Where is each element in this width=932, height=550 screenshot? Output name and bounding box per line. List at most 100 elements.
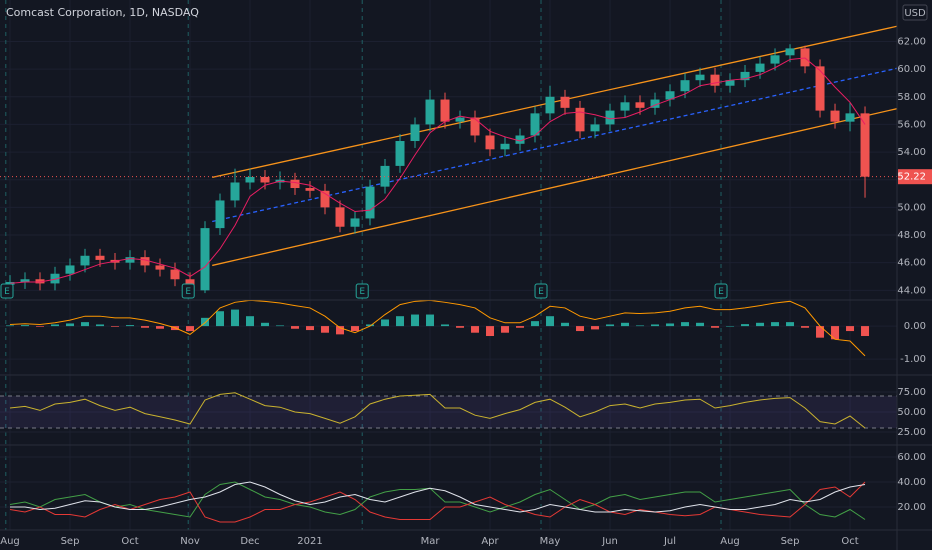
histogram-bar — [591, 326, 600, 330]
histogram-bar — [861, 326, 870, 337]
histogram-bar — [666, 323, 675, 327]
candle-body — [410, 124, 420, 142]
histogram-bar — [441, 324, 450, 327]
y-tick-label: 58.00 — [897, 92, 926, 103]
candle-body — [770, 55, 780, 64]
candle-body — [695, 74, 705, 81]
candle-body — [680, 80, 690, 92]
candle-body — [455, 117, 465, 122]
y-tick-label: 54.00 — [897, 147, 926, 158]
histogram-bar — [246, 316, 255, 327]
histogram-bar — [621, 322, 630, 327]
channel-line — [212, 25, 897, 179]
price-pane — [0, 25, 897, 298]
earnings-badge — [714, 283, 728, 299]
candle-body — [425, 99, 435, 125]
indicator-line — [9, 299, 866, 357]
candle-body — [635, 102, 645, 108]
candle-body — [95, 255, 105, 260]
candle-body — [440, 99, 450, 122]
candle-body — [65, 265, 75, 274]
histogram-bar — [651, 324, 660, 327]
candle-body — [350, 218, 360, 227]
histogram-bar — [726, 326, 735, 327]
indicator-line — [9, 392, 866, 429]
x-tick-label: Aug — [720, 536, 740, 547]
candle-body — [860, 113, 870, 177]
histogram-bar — [231, 309, 240, 327]
x-tick-label: Jul — [663, 536, 676, 547]
candle-body — [305, 188, 315, 191]
candle-body — [815, 66, 825, 111]
earnings-label: E — [4, 287, 10, 297]
candle-body — [470, 117, 480, 136]
x-tick-label: Sep — [61, 536, 80, 547]
earnings-label: E — [185, 287, 191, 297]
histogram-bar — [696, 322, 705, 327]
y-tick-label: 75.00 — [897, 387, 926, 398]
earnings-badge — [534, 283, 548, 299]
last-price-label: 52.22 — [897, 172, 926, 183]
histogram-bar — [756, 322, 765, 327]
histogram-bar — [816, 326, 825, 338]
x-tick-label: Mar — [421, 536, 441, 547]
candle-body — [785, 48, 795, 56]
x-tick-label: May — [540, 536, 561, 547]
x-tick-label: Aug — [0, 536, 20, 547]
histogram-bar — [51, 324, 60, 327]
y-tick-label: 44.00 — [897, 285, 926, 296]
channel-line — [212, 108, 897, 267]
y-tick-label: 46.00 — [897, 258, 926, 269]
histogram-bar — [111, 326, 120, 327]
candle-body — [260, 176, 270, 183]
histogram-bar — [516, 326, 525, 328]
histogram-bar — [276, 325, 285, 327]
histogram-bar — [471, 326, 480, 333]
indicator-panes — [0, 299, 897, 523]
candle-body — [650, 99, 660, 108]
earnings-label: E — [359, 287, 365, 297]
histogram-bar — [351, 326, 360, 332]
candle-body — [620, 102, 630, 111]
y-tick-label: 60.00 — [897, 64, 926, 75]
currency-label[interactable]: USD — [904, 8, 926, 19]
candle-body — [590, 124, 600, 132]
histogram-bar — [846, 326, 855, 332]
histogram-bar — [681, 322, 690, 327]
histogram-bar — [366, 324, 375, 327]
histogram-bar — [501, 326, 510, 333]
x-tick-label: Nov — [180, 536, 200, 547]
y-tick-label: 60.00 — [897, 452, 926, 463]
histogram-bar — [96, 324, 105, 327]
candle-body — [830, 110, 840, 122]
y-tick-label: 25.00 — [897, 427, 926, 438]
y-tick-label: 50.00 — [897, 407, 926, 418]
y-tick-label: 0.00 — [904, 321, 926, 332]
y-tick-label: 62.00 — [897, 36, 926, 47]
histogram-bar — [336, 326, 345, 335]
last-price-box — [898, 169, 932, 185]
y-tick-label: 20.00 — [897, 502, 926, 513]
histogram-bar — [636, 325, 645, 327]
candle-body — [155, 265, 165, 270]
histogram-bar — [81, 322, 90, 327]
histogram-bar — [771, 322, 780, 327]
histogram-bar — [576, 326, 585, 332]
histogram-bar — [141, 326, 150, 328]
candle-body — [380, 165, 390, 187]
candle-body — [710, 74, 720, 86]
candle-body — [725, 80, 735, 86]
histogram-bar — [6, 325, 15, 327]
histogram-bar — [306, 326, 315, 331]
histogram-bar — [411, 314, 420, 327]
candle-body — [5, 282, 15, 285]
histogram-bar — [801, 326, 810, 328]
candle-body — [50, 273, 60, 284]
x-tick-label: Oct — [121, 536, 138, 547]
y-tick-label: 48.00 — [897, 230, 926, 241]
histogram-bar — [456, 326, 465, 328]
candle-body — [140, 257, 150, 266]
y-tick-label: -1.00 — [900, 354, 926, 365]
currency-box[interactable] — [902, 4, 928, 21]
